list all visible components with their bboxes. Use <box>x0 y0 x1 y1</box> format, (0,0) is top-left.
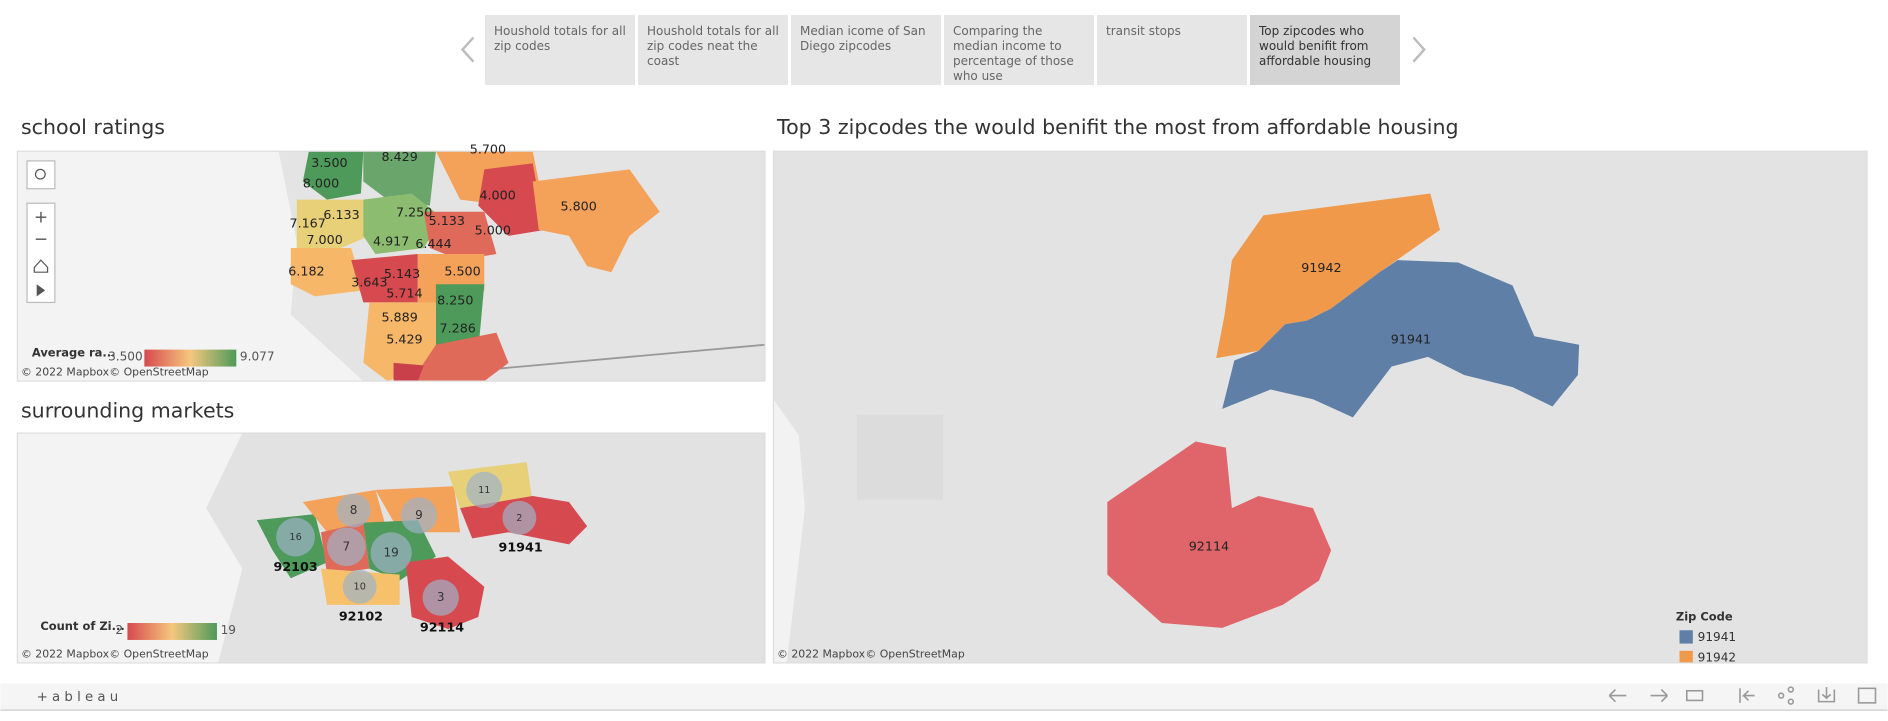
attribution: © 2022 Mapbox <box>21 366 110 379</box>
panel-title: school ratings <box>21 115 165 139</box>
next-arrow[interactable] <box>1412 36 1426 63</box>
map-label: 5.714 <box>386 285 422 300</box>
map-label: 8.429 <box>381 149 417 164</box>
bubble-label: 16 <box>289 532 301 543</box>
zip-label: 91941 <box>1391 331 1431 346</box>
map-label: 5.429 <box>386 331 422 346</box>
zip-label: 92102 <box>339 608 383 623</box>
bubble-label: 2 <box>516 513 522 524</box>
zip-label: 91941 <box>499 540 543 555</box>
dashboard-tab[interactable]: Top zipcodes who would benifit from affo… <box>1250 15 1400 85</box>
map-label: 6.182 <box>288 264 324 279</box>
dashboard-tab[interactable]: Houshold totals for all zip codes neat t… <box>638 15 788 85</box>
legend-max: 19 <box>221 623 236 637</box>
map-label: 5.889 <box>381 310 417 325</box>
map-label: 4.000 <box>479 187 515 202</box>
legend-max: 9.077 <box>240 349 275 363</box>
attribution: © OpenStreetMap <box>109 366 208 379</box>
bubble-label: 8 <box>350 503 358 517</box>
legend-title: Count of Zi... <box>40 619 124 633</box>
legend-title: Average ra... <box>32 346 116 360</box>
dashboard-tab[interactable]: Comparing the median income to percentag… <box>944 15 1094 85</box>
zip-label: 91942 <box>1301 260 1341 275</box>
map-label: 5.700 <box>470 142 506 157</box>
zip-label: 92103 <box>274 559 318 574</box>
dashboard-tab[interactable]: transit stops <box>1097 15 1247 85</box>
bubble-label: 9 <box>415 508 423 522</box>
legend-title: Zip Code <box>1676 609 1733 623</box>
bubble-label: 11 <box>478 485 490 496</box>
zip-label: 92114 <box>1189 538 1229 553</box>
school-map: + − <box>17 151 765 382</box>
map-label: 5.500 <box>444 264 480 279</box>
zip-label: 92114 <box>420 619 464 634</box>
legend-min: 3.500 <box>108 349 143 363</box>
dashboard-tab[interactable]: Median icome of San Diego zipcodes <box>791 15 941 85</box>
panel-title: surrounding markets <box>21 398 234 422</box>
map-label: 7.250 <box>396 204 432 219</box>
attribution: © 2022 Mapbox <box>777 647 866 660</box>
map-label: 7.286 <box>440 321 476 336</box>
toolbar <box>0 683 1888 711</box>
dashboard-tab[interactable]: Houshold totals for all zip codes <box>485 15 635 85</box>
legend-min: 2 <box>115 623 123 637</box>
map-label: 5.000 <box>475 223 511 238</box>
map-label: 3.500 <box>311 155 347 170</box>
svg-text:+: + <box>34 207 48 227</box>
attribution: © 2022 Mapbox <box>21 647 110 660</box>
tableau-logo: + a b l e a u <box>37 690 119 705</box>
map-label: 6.444 <box>415 236 451 251</box>
svg-text:−: − <box>34 228 48 248</box>
map-label: 7.167 <box>290 215 326 230</box>
map-label: 6.133 <box>323 207 359 222</box>
legend-item: 91941 <box>1698 630 1736 644</box>
map-label: 4.917 <box>373 233 409 248</box>
bubble-label: 7 <box>343 539 351 553</box>
affordable-map <box>773 151 1868 663</box>
attribution: © OpenStreetMap <box>109 647 208 660</box>
map-label: 5.800 <box>560 198 596 213</box>
legend-item: 91942 <box>1698 651 1736 665</box>
panel-title: Top 3 zipcodes the would benifit the mos… <box>776 115 1459 139</box>
bubble-label: 3 <box>437 590 445 604</box>
map-label: 8.250 <box>437 293 473 308</box>
map-label: 3.643 <box>351 275 387 290</box>
bubble-label: 10 <box>354 582 366 593</box>
attribution: © OpenStreetMap <box>865 647 964 660</box>
toolbar-icons[interactable] <box>1608 686 1877 705</box>
bubble-label: 19 <box>383 545 398 559</box>
map-label: 7.000 <box>306 232 342 247</box>
map-label: 5.143 <box>384 266 420 281</box>
map-label: 5.133 <box>429 213 465 228</box>
prev-arrow[interactable] <box>460 36 475 63</box>
map-label: 8.000 <box>303 175 339 190</box>
